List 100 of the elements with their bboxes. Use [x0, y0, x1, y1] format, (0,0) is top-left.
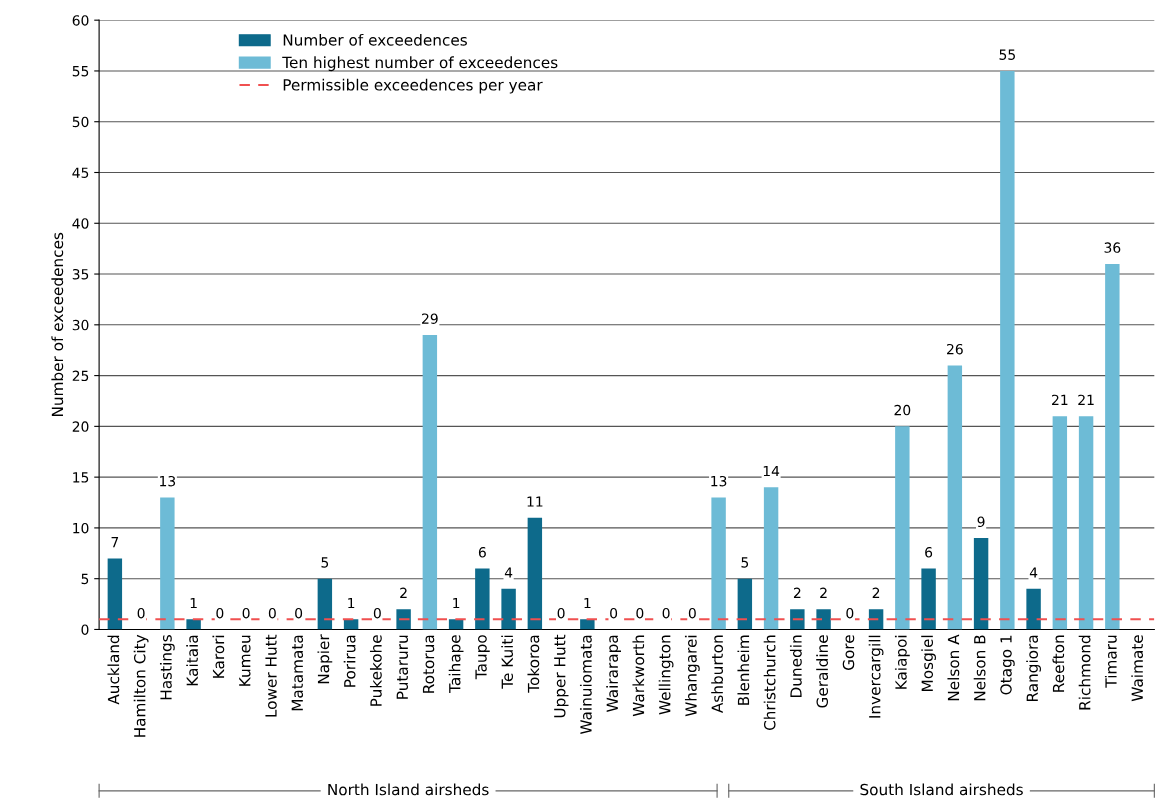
y-tick-label: 45 [72, 167, 89, 178]
bar [1026, 588, 1041, 630]
bar [186, 619, 201, 630]
x-tick-label: Taupo [475, 635, 490, 680]
data-label: 0 [557, 607, 565, 619]
bar [1052, 416, 1068, 630]
x-tick-label: Ashburton [711, 635, 724, 713]
bar [448, 619, 464, 630]
bar [711, 497, 726, 630]
data-label: 6 [925, 547, 933, 558]
x-tick-label: Hamilton City [133, 634, 149, 737]
x-tick-label: Karori [212, 635, 225, 678]
data-label: 1 [453, 597, 460, 609]
data-label: 11 [527, 496, 543, 507]
data-label: 36 [1104, 242, 1121, 253]
y-tick-label: 50 [72, 116, 89, 128]
data-label: 0 [373, 607, 381, 619]
x-tick-label: Wainuiomata [579, 635, 592, 735]
data-label: 0 [688, 607, 696, 619]
data-label: 13 [711, 475, 727, 487]
y-tick-label: 55 [72, 66, 89, 77]
data-label: 0 [242, 607, 250, 619]
x-tick-label: Reefton [1052, 635, 1065, 692]
bar [501, 588, 516, 630]
x-tick-label: Kaitaia [186, 635, 199, 686]
x-tick-label: Blenheim [737, 635, 750, 705]
y-tick-label: 60 [72, 15, 89, 26]
bar [475, 568, 490, 630]
x-tick-label: Waimate [1131, 635, 1144, 702]
data-label: 0 [137, 607, 145, 619]
data-label: 21 [1052, 394, 1068, 405]
data-label: 1 [190, 597, 197, 609]
y-tick-label: 35 [72, 269, 89, 280]
data-label: 2 [820, 587, 827, 598]
x-tick-label: Wairarapa [606, 635, 621, 712]
x-tick-label: Lower Hutt [265, 634, 277, 717]
data-label: 2 [793, 587, 801, 598]
data-label: 0 [295, 607, 303, 619]
bar [895, 426, 910, 630]
data-label: 29 [422, 313, 438, 324]
data-label: 21 [1078, 394, 1094, 405]
data-label: 0 [846, 607, 854, 619]
x-tick-label: Timaru [1104, 635, 1117, 688]
y-tick-label: 20 [72, 421, 89, 432]
x-tick-label: Kumeu [239, 635, 251, 686]
x-tick-label: Geraldine [816, 635, 829, 708]
bar [947, 365, 963, 630]
x-tick-label: Christchurch [763, 635, 776, 731]
data-label: 20 [894, 404, 911, 416]
x-tick-label: Dunedin [789, 635, 802, 697]
x-tick-label: Putaruru [396, 635, 409, 699]
data-label: 2 [400, 587, 407, 598]
data-label: 1 [348, 597, 355, 609]
text: South Island airsheds [860, 783, 1023, 796]
data-label: 6 [478, 547, 486, 558]
bar [763, 487, 779, 630]
bar [527, 517, 543, 630]
y-axis-title: Number of exceedences [51, 232, 64, 417]
y-tick-label: 25 [72, 370, 89, 382]
y-tick-label: 5 [81, 573, 89, 585]
x-tick-label: Warkworth [632, 635, 645, 717]
x-tick-label: Richmond [1078, 635, 1091, 710]
y-tick-label: 30 [72, 319, 89, 331]
bar [1105, 263, 1120, 630]
bar [816, 609, 831, 630]
bar [1078, 416, 1094, 630]
bar [396, 609, 411, 630]
data-label: 0 [662, 607, 670, 619]
x-tick-label: Kaiapoi [894, 635, 910, 689]
x-tick-label: Hastings [159, 635, 175, 700]
x-tick-label: Otago 1 [1000, 635, 1015, 695]
legend-label: Ten highest number of exceedences [282, 56, 558, 72]
x-tick-label: Tokoroa [527, 635, 540, 693]
bar [107, 558, 123, 630]
data-label: 5 [321, 557, 329, 568]
data-label: 1 [584, 597, 591, 609]
x-tick-label: Wellington [658, 635, 674, 715]
bar [921, 568, 936, 630]
bar [973, 538, 989, 630]
bar [580, 619, 595, 630]
x-tick-label: Pukekohe [369, 635, 382, 706]
x-tick-label: Upper Hutt [554, 634, 569, 718]
bar [1000, 70, 1015, 630]
data-label: 5 [741, 557, 749, 568]
bar [422, 334, 438, 630]
bar [317, 578, 333, 630]
y-tick-label: 0 [81, 624, 89, 635]
x-tick-label: Whangarei [684, 635, 700, 717]
x-tick-label: Auckland [107, 635, 120, 705]
data-label: 4 [504, 567, 513, 578]
data-label: 14 [763, 465, 780, 477]
x-tick-label: Nelson B [973, 635, 986, 701]
data-label: 0 [268, 607, 276, 619]
x-tick-label: Napier [317, 634, 333, 684]
x-tick-label: Porirua [343, 635, 356, 687]
bar [790, 609, 805, 630]
legend-label: Number of exceedences [283, 33, 467, 46]
y-tick-label: 10 [73, 522, 89, 534]
x-tick-label: Nelson A [947, 634, 960, 701]
text: North Island airsheds [328, 783, 489, 796]
